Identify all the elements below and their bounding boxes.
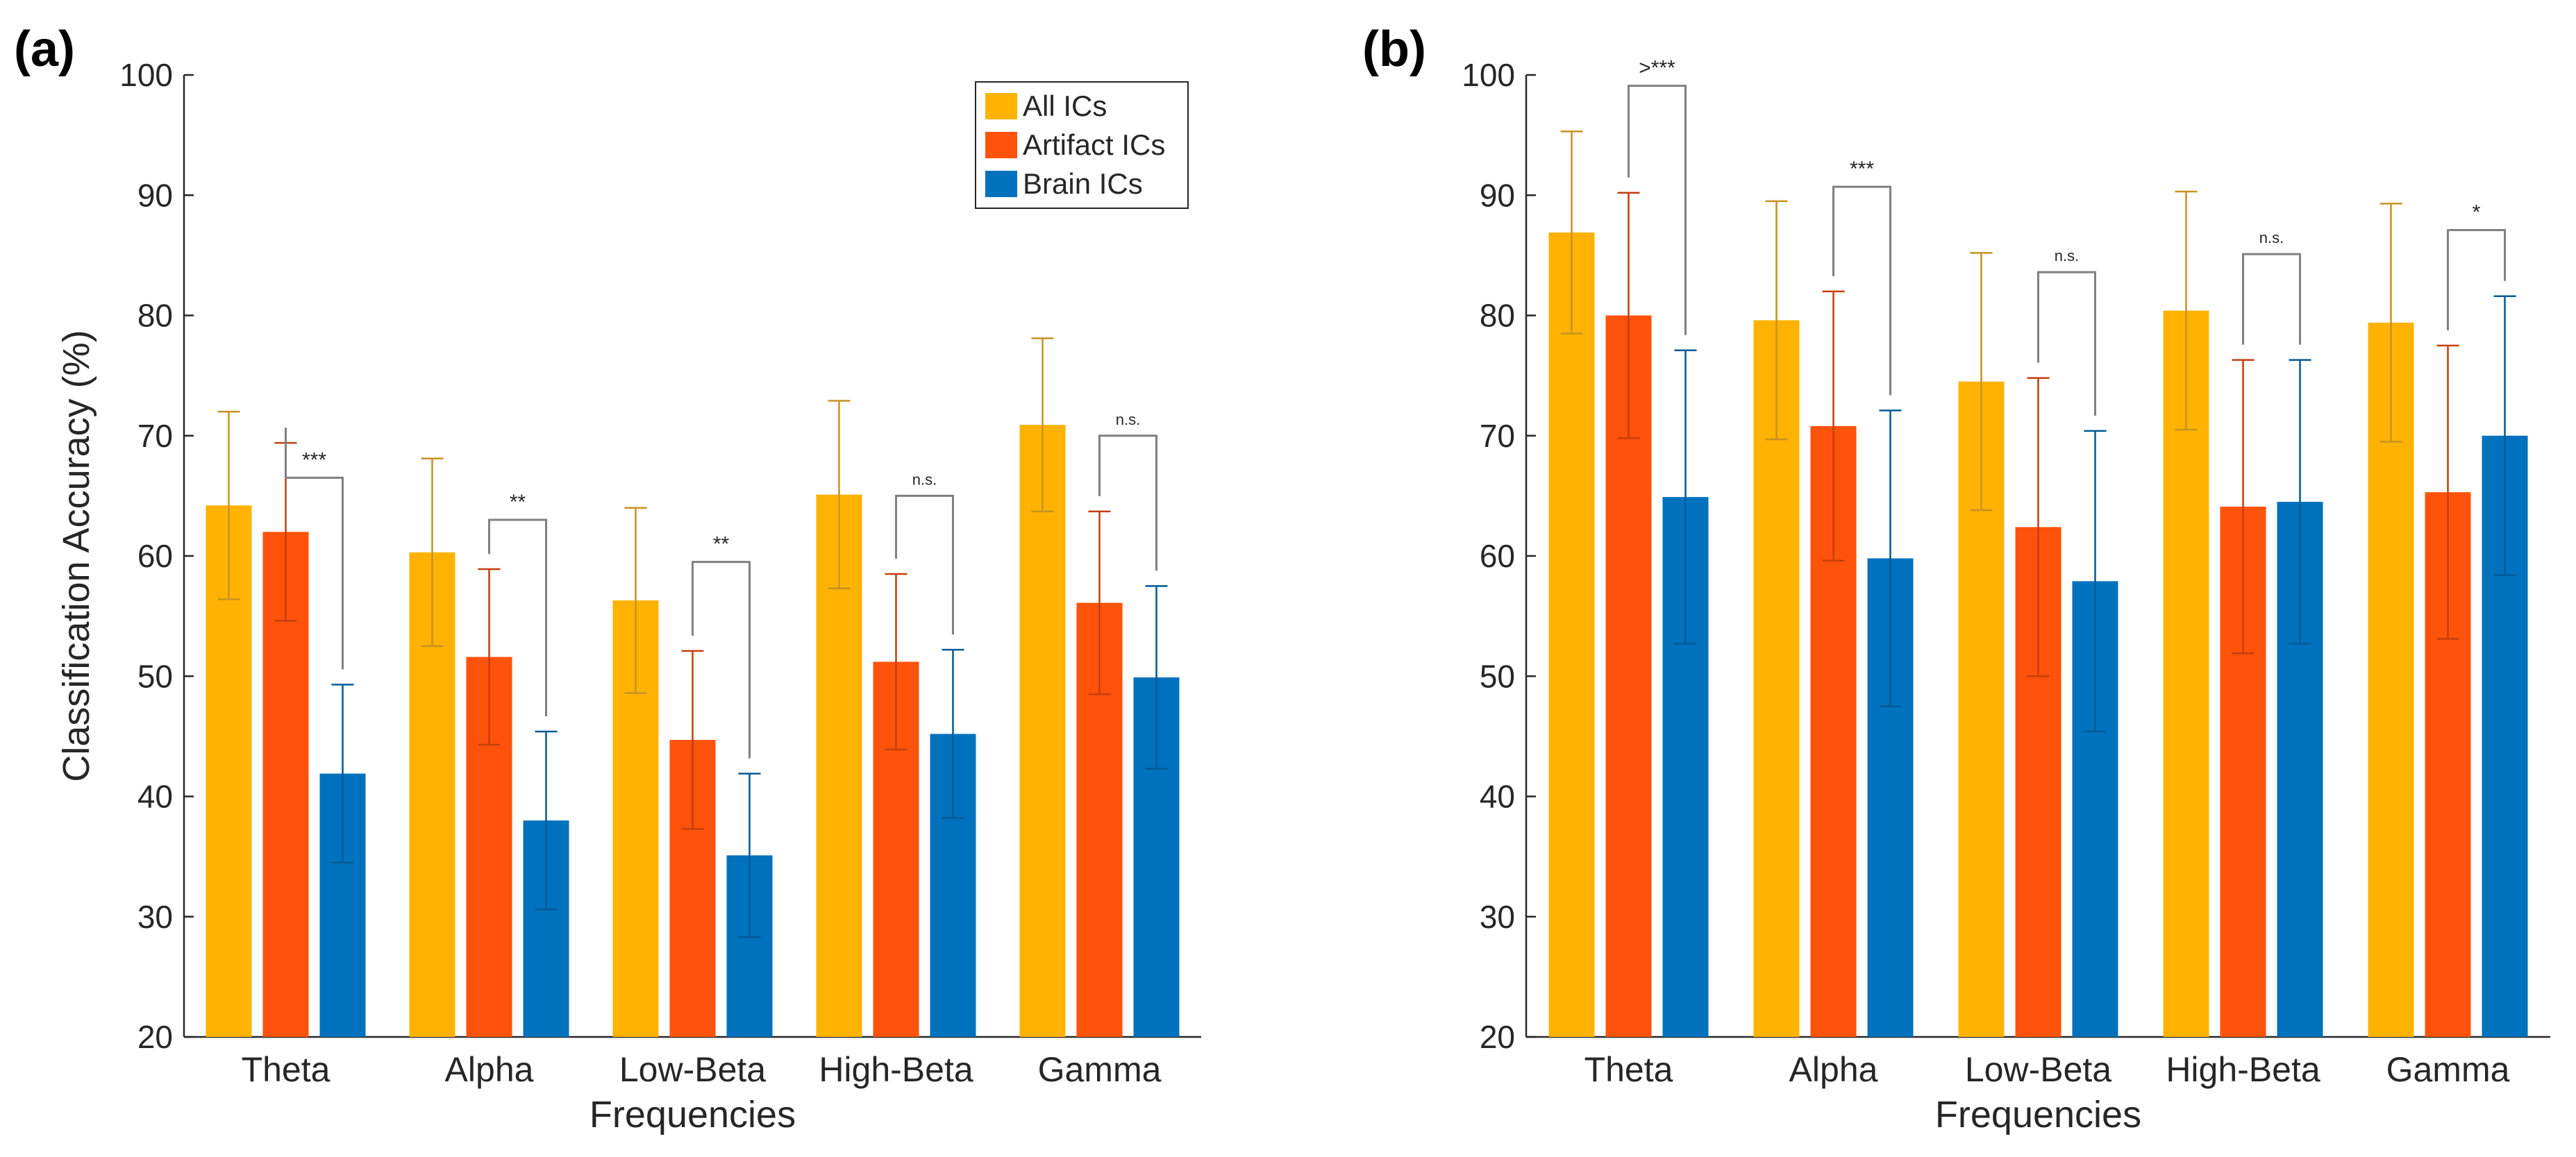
y-axis-title: Classification Accuracy (%) [56, 330, 97, 782]
x-tick-label: Low-Beta [1965, 1050, 2111, 1089]
significance-bracket [895, 494, 954, 635]
bar-all-ics [2163, 310, 2209, 1037]
y-tick-label: 30 [137, 899, 173, 935]
significance-bracket [1832, 185, 1891, 396]
x-tick-label: Low-Beta [619, 1050, 766, 1089]
y-tick-label: 50 [137, 658, 173, 694]
x-tick-label: Alpha [445, 1050, 534, 1089]
y-tick-label: 20 [137, 1019, 173, 1055]
significance-label: ** [510, 491, 526, 514]
y-tick-label: 60 [137, 538, 173, 574]
x-axis-title: Frequencies [1935, 1094, 2141, 1135]
panel-letter: (b) [1362, 22, 1426, 77]
x-tick-label: Gamma [2386, 1050, 2510, 1089]
y-tick-label: 50 [1480, 658, 1515, 694]
y-tick-label: 80 [137, 298, 173, 334]
y-tick-label: 40 [137, 779, 173, 815]
significance-bracket [2447, 228, 2506, 330]
legend-swatch [985, 93, 1017, 119]
legend-label: Brain ICs [1023, 167, 1143, 200]
significance-bracket [2037, 271, 2096, 416]
y-tick-label: 80 [1480, 298, 1515, 334]
significance-label: n.s. [2055, 247, 2079, 264]
panel-b: (b) 20 30 40 50 60 70 80 90 100 Theta >*** Alpha *** L… [1362, 22, 2550, 1135]
significance-label: n.s. [2259, 229, 2284, 246]
y-tick-label: 70 [137, 418, 173, 454]
y-tick-label: 30 [1480, 899, 1515, 935]
significance-label: >*** [1639, 57, 1675, 80]
x-axis-title: Frequencies [589, 1094, 796, 1135]
significance-bracket [2242, 253, 2301, 345]
panel-letter: (a) [14, 22, 75, 77]
y-tick-label: 40 [1480, 779, 1515, 815]
y-tick-label: 100 [1462, 57, 1515, 93]
significance-bracket [285, 428, 344, 670]
y-tick-label: 60 [1480, 538, 1515, 574]
x-tick-label: Alpha [1789, 1050, 1878, 1089]
significance-bracket [692, 561, 751, 759]
legend-swatch [985, 171, 1017, 197]
bar-all-ics [1019, 425, 1066, 1037]
y-tick-label: 90 [1480, 177, 1515, 213]
significance-label: n.s. [912, 471, 937, 488]
legend-swatch [985, 132, 1017, 158]
significance-label: n.s. [1116, 411, 1140, 428]
x-tick-label: Theta [242, 1050, 331, 1089]
y-tick-label: 20 [1480, 1019, 1515, 1055]
x-tick-label: Theta [1584, 1050, 1673, 1089]
legend-label: Artifact ICs [1023, 128, 1165, 161]
significance-label: ** [713, 533, 730, 556]
y-tick-label: 70 [1480, 418, 1515, 454]
y-tick-label: 90 [137, 177, 173, 213]
significance-bracket [1098, 434, 1157, 571]
significance-bracket [1628, 85, 1687, 335]
significance-bracket [488, 518, 547, 716]
legend-label: All ICs [1023, 90, 1107, 122]
x-tick-label: High-Beta [819, 1050, 973, 1089]
x-tick-label: High-Beta [2166, 1050, 2320, 1089]
y-tick-label: 100 [119, 57, 173, 93]
bar-all-ics [1548, 232, 1595, 1037]
x-tick-label: Gamma [1038, 1050, 1162, 1089]
significance-label: *** [302, 448, 326, 471]
legend: All ICs Artifact ICs Brain ICs [975, 81, 1189, 209]
significance-label: *** [1850, 158, 1874, 180]
panel-a: (a) 20 30 40 50 60 70 80 90 100 Theta *** Alpha ** Low… [14, 22, 1201, 1135]
significance-label: * [2473, 201, 2481, 223]
